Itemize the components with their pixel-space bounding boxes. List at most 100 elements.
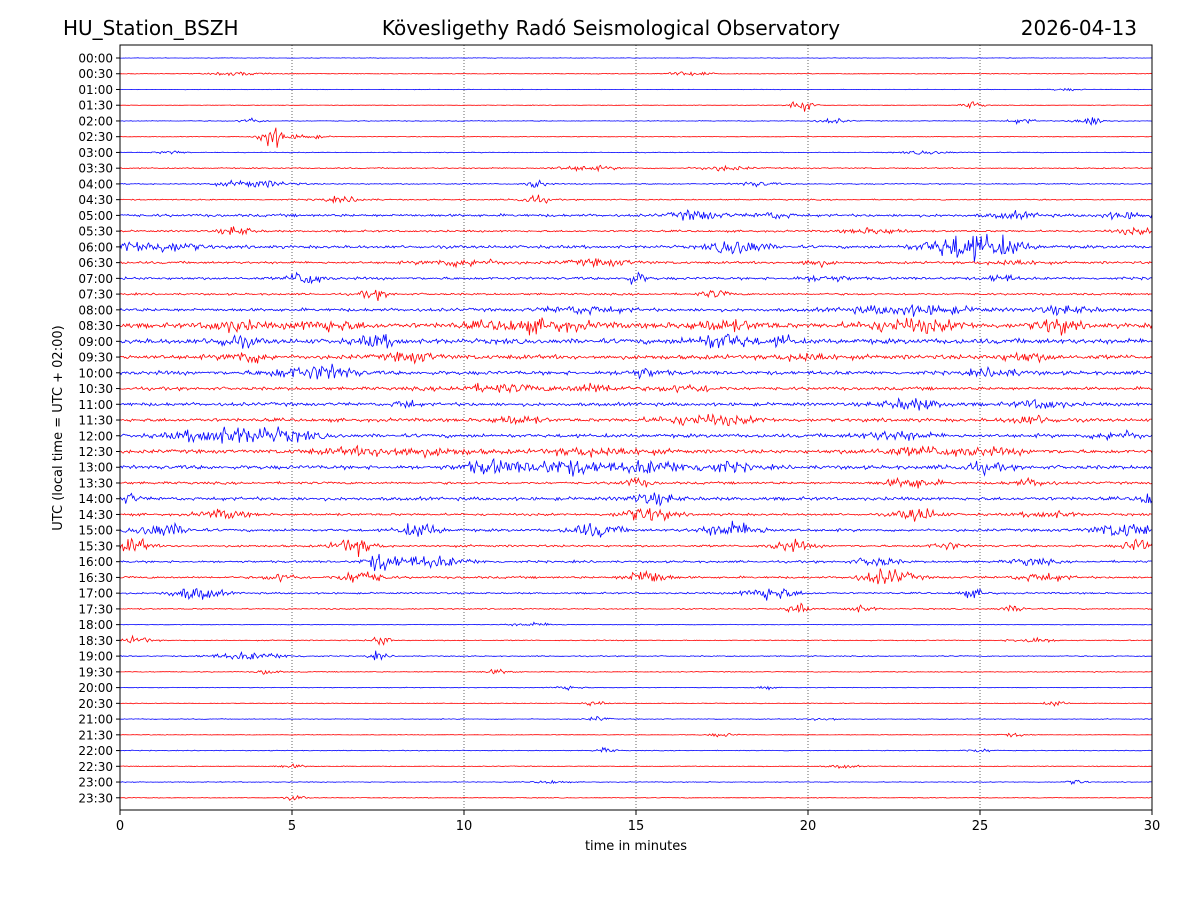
trace-row-08:30 (119, 317, 1153, 336)
trace-row-09:30 (119, 351, 1153, 365)
trace-row-05:30 (119, 226, 1153, 236)
y-tick-label: 21:00 (78, 713, 113, 727)
trace-row-14:30 (119, 507, 1153, 522)
trace-row-13:00 (119, 457, 1153, 477)
y-tick-label: 16:30 (78, 571, 113, 585)
y-tick-label: 15:00 (78, 524, 113, 538)
y-tick-label: 18:00 (78, 618, 113, 632)
trace-row-08:00 (119, 304, 1153, 317)
trace-row-05:00 (119, 209, 1153, 221)
y-tick-label: 04:30 (78, 193, 113, 207)
y-tick-label: 03:30 (78, 162, 113, 176)
trace-row-21:30 (119, 732, 1153, 738)
trace-row-02:00 (119, 117, 1153, 126)
y-tick-label: 04:00 (78, 177, 113, 191)
plot-date: 2026-04-13 (1021, 16, 1137, 40)
y-tick-label: 10:30 (78, 382, 113, 396)
plot-frame (119, 44, 1153, 811)
y-tick-label: 15:30 (78, 539, 113, 553)
trace-row-15:00 (119, 520, 1152, 538)
trace-row-17:30 (120, 602, 1153, 614)
trace-row-01:30 (119, 101, 1153, 112)
trace-row-18:00 (120, 621, 1153, 627)
y-tick-label: 06:30 (78, 256, 113, 270)
trace-row-01:00 (120, 87, 1153, 92)
y-tick-label: 07:30 (78, 288, 113, 302)
y-tick-label: 16:00 (78, 555, 113, 569)
trace-row-14:00 (119, 492, 1153, 507)
y-tick-label: 02:30 (78, 130, 113, 144)
y-tick-label: 13:00 (78, 461, 113, 475)
x-axis-label: time in minutes (585, 839, 687, 854)
y-tick-label: 09:30 (78, 351, 113, 365)
y-tick-label: 21:30 (78, 728, 113, 742)
trace-row-04:30 (119, 194, 1153, 205)
y-tick-label: 19:30 (78, 665, 113, 679)
trace-row-10:00 (119, 363, 1153, 380)
trace-row-03:30 (119, 164, 1153, 173)
x-tick-label: 15 (628, 819, 645, 834)
trace-row-16:30 (119, 568, 1153, 585)
y-tick-label: 19:00 (78, 650, 113, 664)
y-tick-label: 09:00 (78, 335, 113, 349)
y-tick-label: 07:00 (78, 272, 113, 286)
x-axis-ticks: 0 5 10 15 20 25 30 (116, 810, 1160, 834)
trace-row-04:00 (120, 179, 1153, 189)
trace-row-22:30 (119, 763, 1153, 769)
x-tick-label: 5 (288, 819, 296, 834)
trace-row-06:00 (119, 233, 1153, 262)
y-tick-label: 08:00 (78, 303, 113, 317)
trace-row-03:00 (119, 150, 1153, 155)
x-tick-label: 20 (800, 819, 817, 834)
trace-row-23:30 (119, 794, 1152, 801)
trace-row-23:00 (119, 779, 1153, 785)
y-tick-label: 23:00 (78, 776, 113, 790)
y-tick-label: 05:00 (78, 209, 113, 223)
y-tick-label: 20:30 (78, 697, 113, 711)
y-tick-label: 11:00 (78, 398, 113, 412)
y-tick-label: 03:00 (78, 146, 113, 160)
y-tick-label: 00:30 (78, 67, 113, 81)
y-axis-label: UTC (local time = UTC + 02:00) (51, 325, 66, 530)
station-name: HU_Station_BSZH (63, 16, 239, 40)
x-tick-label: 30 (1144, 819, 1161, 834)
trace-row-10:30 (119, 382, 1153, 394)
trace-row-02:30 (119, 127, 1153, 148)
y-tick-label: 13:30 (78, 476, 113, 490)
y-tick-label: 11:30 (78, 414, 113, 428)
y-tick-label: 17:00 (78, 587, 113, 601)
trace-row-11:00 (119, 397, 1153, 411)
y-tick-label: 12:30 (78, 445, 113, 459)
y-tick-label: 05:30 (78, 225, 113, 239)
y-tick-label: 14:00 (78, 492, 113, 506)
y-tick-label: 20:00 (78, 681, 113, 695)
trace-row-20:30 (119, 700, 1152, 707)
trace-row-11:30 (119, 413, 1152, 427)
y-tick-label: 00:00 (78, 52, 113, 66)
y-tick-label: 02:00 (78, 114, 113, 128)
y-tick-label: 01:00 (78, 83, 113, 97)
trace-row-16:00 (119, 553, 1153, 572)
grid-lines (291, 45, 981, 810)
trace-row-19:00 (119, 650, 1152, 661)
trace-row-21:00 (119, 715, 1153, 722)
y-tick-label: 01:30 (78, 99, 113, 113)
y-tick-label: 23:30 (78, 791, 113, 805)
y-tick-label: 14:30 (78, 508, 113, 522)
trace-row-19:30 (119, 668, 1153, 675)
trace-row-09:00 (119, 333, 1153, 349)
trace-row-15:30 (119, 537, 1153, 558)
x-tick-label: 10 (456, 819, 473, 834)
trace-row-00:30 (119, 71, 1153, 77)
trace-row-12:30 (119, 444, 1153, 459)
y-tick-label: 22:00 (78, 744, 113, 758)
trace-row-00:00 (120, 57, 1153, 59)
y-tick-label: 22:30 (78, 760, 113, 774)
trace-row-12:00 (119, 426, 1153, 444)
x-tick-label: 0 (116, 819, 124, 834)
trace-row-13:30 (119, 476, 1153, 489)
trace-row-18:30 (119, 634, 1153, 646)
seismic-traces (119, 57, 1153, 801)
